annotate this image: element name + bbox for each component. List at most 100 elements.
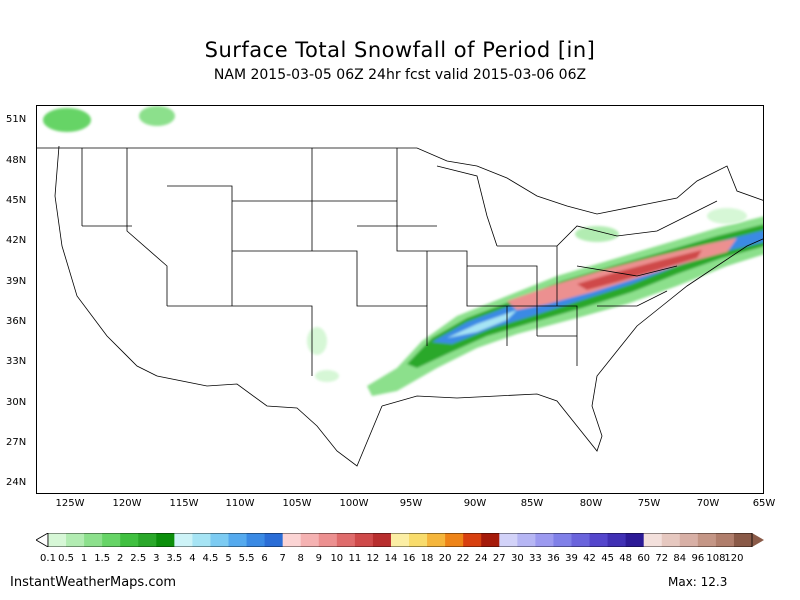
colorbar-swatch <box>66 533 85 547</box>
colorbar-swatch <box>553 533 572 547</box>
colorbar-label: 33 <box>529 553 542 564</box>
colorbar-swatch <box>661 533 681 547</box>
colorbar-label: 2.5 <box>130 553 147 564</box>
lon-label: 65W <box>752 498 776 509</box>
colorbar-label: 4.5 <box>202 553 219 564</box>
colorbar-label: 6 <box>261 553 268 564</box>
lon-label: 110W <box>225 498 255 509</box>
west-coast <box>54 145 158 377</box>
colorbar-label: 22 <box>456 553 470 564</box>
colorbar-min-arrow <box>36 533 49 547</box>
colorbar-swatch <box>733 533 753 547</box>
colorbar-border <box>47 533 753 547</box>
colorbar-swatch <box>102 533 121 547</box>
colorbar-label: 72 <box>655 553 669 564</box>
colorbar-swatch <box>156 533 175 547</box>
lon-label: 85W <box>520 498 544 509</box>
colorbar-swatch <box>697 533 717 547</box>
colorbar-label: 108 <box>706 553 726 564</box>
map-title: Surface Total Snowfall of Period [in] <box>204 38 596 62</box>
colorbar-label: 96 <box>691 553 705 564</box>
colorbar-label: 20 <box>438 553 452 564</box>
colorbar-label: 0.5 <box>58 553 74 564</box>
map-subtitle: NAM 2015-03-05 06Z 24hr fcst valid 2015-… <box>213 67 587 83</box>
colorbar-label: 42 <box>583 553 596 564</box>
colorbar-label: 7 <box>279 553 286 564</box>
colorbar-swatch <box>120 533 139 547</box>
lat-label: 45N <box>6 195 27 206</box>
state-lines-east <box>436 165 718 307</box>
site-credit: InstantWeatherMaps.com <box>10 575 177 590</box>
colorbar-swatch <box>192 533 211 547</box>
snow-patch-pacific-nw <box>43 108 91 132</box>
lat-label: 48N <box>6 155 27 166</box>
colorbar-swatch <box>246 533 266 547</box>
lon-label: 125W <box>55 498 85 509</box>
colorbar-label: 24 <box>474 553 488 564</box>
colorbar-swatch <box>264 533 284 547</box>
lat-label: 36N <box>6 316 27 327</box>
lat-label: 30N <box>6 397 27 408</box>
colorbar-swatch <box>354 533 374 547</box>
colorbar-label: 9 <box>315 553 322 564</box>
colorbar-label: 5 <box>225 553 232 564</box>
colorbar-label: 27 <box>492 553 506 564</box>
gulf-coast <box>381 238 763 452</box>
colorbar-swatch <box>499 533 518 547</box>
colorbar-swatch <box>427 533 446 547</box>
map-panel <box>36 105 764 494</box>
colorbar-label: 10 <box>330 553 344 564</box>
colorbar-swatch <box>643 533 663 547</box>
us-canada-border <box>37 147 763 215</box>
colorbar-label: 120 <box>724 553 744 564</box>
colorbar-swatch <box>463 533 482 547</box>
boundaries <box>37 145 763 467</box>
colorbar-label: 2 <box>117 553 124 564</box>
colorbar-label: 12 <box>366 553 380 564</box>
state-lines-west <box>81 148 428 376</box>
colorbar-swatch <box>372 533 392 547</box>
snow-patch-maine <box>707 208 747 224</box>
snow-patches <box>43 106 747 382</box>
max-value: Max: 12.3 <box>668 575 728 589</box>
colorbar-swatch <box>48 533 67 547</box>
colorbar-label: 84 <box>673 553 687 564</box>
us-mexico-border <box>156 375 383 467</box>
colorbar-label: 36 <box>547 553 560 564</box>
colorbar-label: 16 <box>402 553 416 564</box>
state-lines-central <box>311 148 578 366</box>
lon-label: 75W <box>637 498 661 509</box>
lat-label: 33N <box>6 356 27 367</box>
colorbar-max-arrow <box>752 533 764 547</box>
colorbar-label: 14 <box>384 553 398 564</box>
colorbar-swatch <box>300 533 320 547</box>
colorbar-swatch <box>607 533 627 547</box>
lon-label: 100W <box>339 498 369 509</box>
lon-label: 105W <box>282 498 312 509</box>
colorbar-swatch <box>228 533 248 547</box>
colorbar-labels: 0.1 0.5 1 1.5 2 2.5 3 3.5 4 4.5 5 5.5 6 7 8 9 10 11 12 14 16… <box>0 553 800 567</box>
colorbar-swatch <box>210 533 230 547</box>
colorbar-label: 8 <box>297 553 304 564</box>
colorbar-label: 1.5 <box>94 553 111 564</box>
colorbar-label: 4 <box>189 553 196 564</box>
colorbar-label: 3 <box>153 553 160 564</box>
map-canvas <box>37 106 763 467</box>
colorbar-label: 11 <box>348 553 362 564</box>
lon-label: 90W <box>463 498 487 509</box>
lat-label: 24N <box>6 477 27 488</box>
lon-label: 120W <box>112 498 142 509</box>
lon-label: 80W <box>579 498 603 509</box>
colorbar-swatch <box>282 533 302 547</box>
colorbar-swatch <box>517 533 536 547</box>
colorbar-swatch <box>84 533 103 547</box>
colorbar-swatch <box>138 533 157 547</box>
lon-label: 70W <box>696 498 720 509</box>
colorbar-swatch <box>625 533 645 547</box>
colorbar-label: 48 <box>619 553 633 564</box>
lat-label: 27N <box>6 437 27 448</box>
colorbar-swatch <box>715 533 735 547</box>
snow-patch-texas <box>315 370 339 382</box>
colorbar-label: 18 <box>420 553 434 564</box>
colorbar <box>36 533 764 547</box>
